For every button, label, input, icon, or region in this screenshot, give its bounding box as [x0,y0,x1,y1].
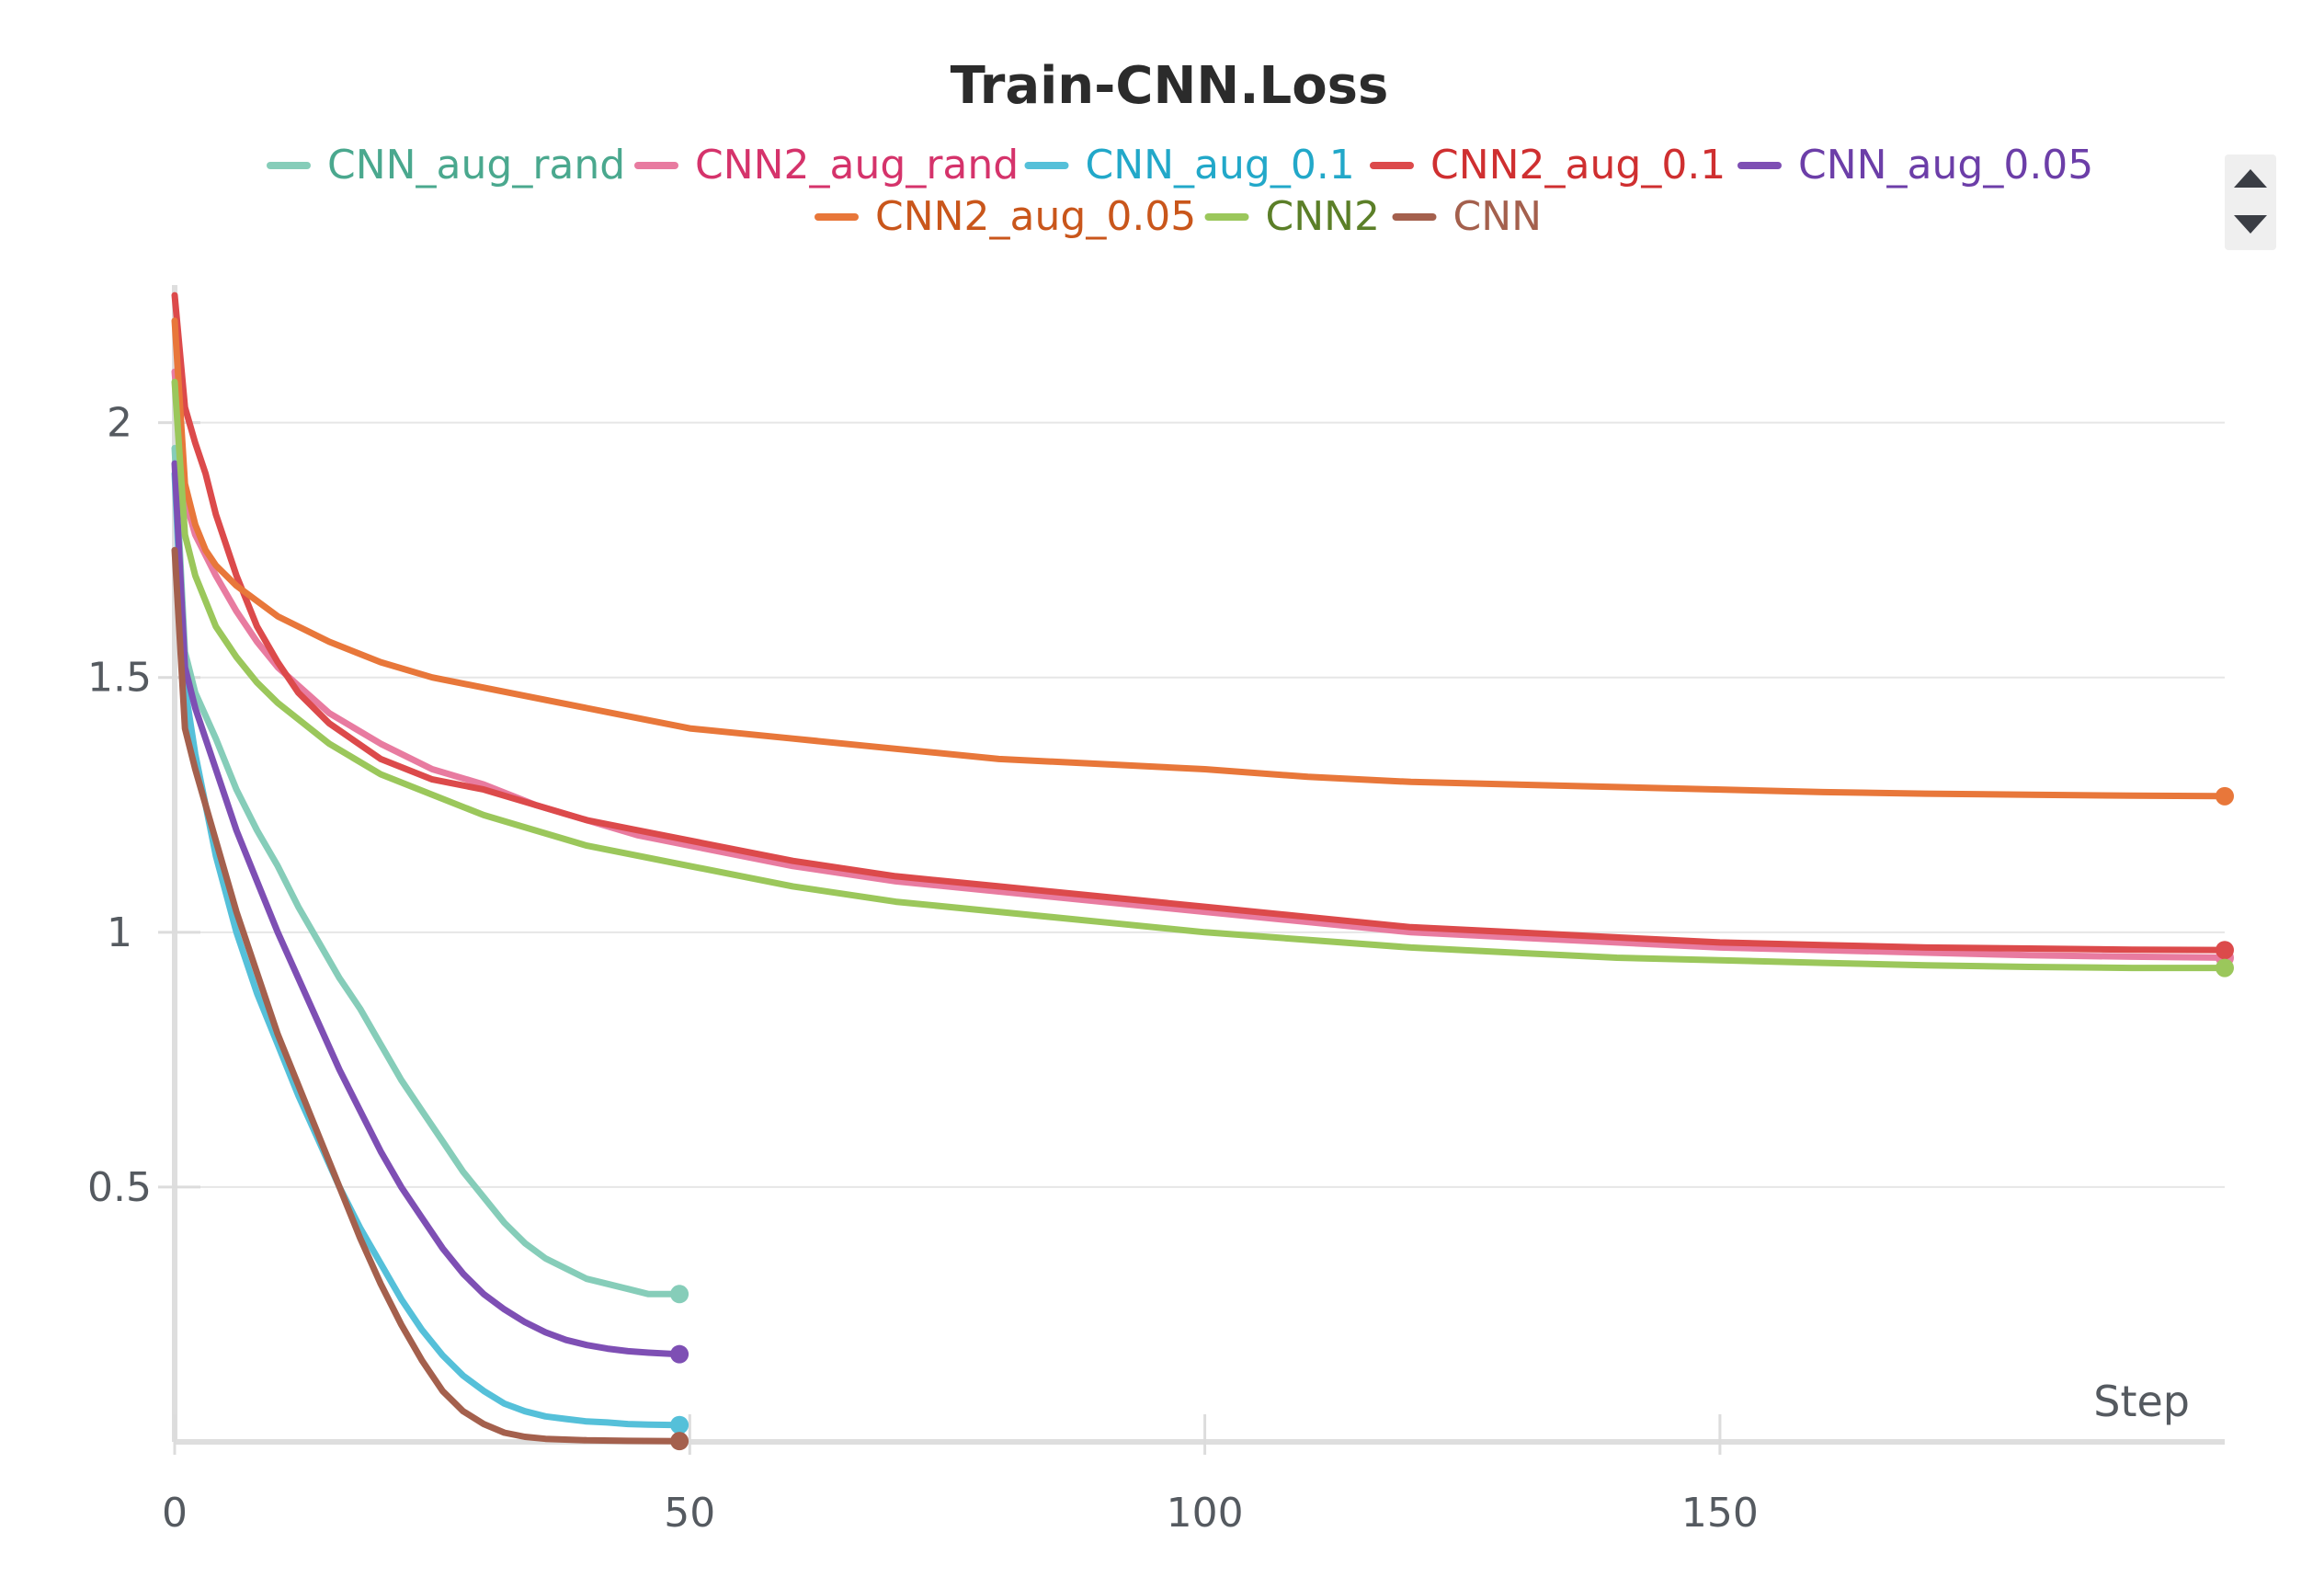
series-line-cnn-aug-rand [171,444,683,1297]
y-tick-label-0: 0.5 [87,1164,152,1211]
legend-label: CNN [1453,193,1543,240]
legend-item-cnn[interactable]: CNN [1392,193,1543,240]
arrow-down-icon [2234,215,2267,234]
legend-scroll [2225,154,2276,250]
y-tick-label-3: 2 [107,400,132,447]
series-end-marker-cnn2 [2216,958,2234,977]
legend-label: CNN_aug_rand [327,142,625,189]
legend-label: CNN2 [1266,193,1381,240]
arrow-up-icon [2234,169,2267,188]
series-line-cnn2-aug-0-05 [171,317,2228,800]
legend: CNN_aug_rand CNN2_aug_rand CNN_aug_0.1 CNN2… [267,142,2093,240]
y-tick-label-1: 1 [107,909,132,956]
legend-scroll-up-button[interactable] [2225,154,2276,202]
series-end-marker-cnn-aug-rand [670,1285,689,1304]
x-tick-label-1: 50 [664,1490,715,1537]
chart-title: Train-CNN.Loss [951,56,1389,116]
series-end-marker-cnn2-aug-0-1 [2216,941,2234,960]
series-end-marker-cnn-aug-0-1 [670,1415,689,1435]
legend-label: CNN2_aug_0.1 [1430,142,1726,189]
legend-item-cnn-aug-0-1[interactable]: CNN_aug_0.1 [1024,142,1355,189]
legend-item-cnn2-aug-rand[interactable]: CNN2_aug_rand [634,142,1019,189]
x-tick-label-3: 150 [1681,1490,1759,1537]
tick-labels: 0.5 1 1.5 2 0 50 100 150 [87,400,1759,1537]
legend-label: CNN2_aug_rand [695,142,1019,189]
legend-item-cnn2[interactable]: CNN2 [1204,193,1381,240]
legend-scroll-down-button[interactable] [2225,202,2276,250]
x-tick-label-2: 100 [1167,1490,1244,1537]
series-end-marker-cnn2-aug-0-05 [2216,786,2234,806]
series-line-cnn-aug-0-05 [171,460,683,1358]
series-line-cnn [171,546,683,1445]
legend-item-cnn2-aug-0-1[interactable]: CNN2_aug_0.1 [1370,142,1726,189]
series-line-cnn2-aug-0-1 [171,292,2228,954]
legend-label: CNN2_aug_0.05 [875,193,1196,240]
series-line-cnn2-aug-rand [171,368,2228,961]
legend-item-cnn2-aug-0-05[interactable]: CNN2_aug_0.05 [815,193,1196,240]
gridlines [175,421,2225,1188]
series-lines [171,292,2234,1451]
series-end-marker-cnn-aug-0-05 [670,1344,689,1364]
series-end-marker-cnn [670,1432,689,1451]
series-line-cnn2 [171,378,2228,972]
x-tick-label-0: 0 [162,1490,188,1537]
legend-label: CNN_aug_0.05 [1798,142,2093,189]
series-line-cnn-aug-0-1 [171,470,683,1429]
legend-item-cnn-aug-rand[interactable]: CNN_aug_rand [267,142,625,189]
x-axis-label: Step [2093,1377,2190,1426]
legend-item-cnn-aug-0-05[interactable]: CNN_aug_0.05 [1737,142,2093,189]
y-tick-label-2: 1.5 [87,655,152,702]
legend-label: CNN_aug_0.1 [1086,142,1355,189]
